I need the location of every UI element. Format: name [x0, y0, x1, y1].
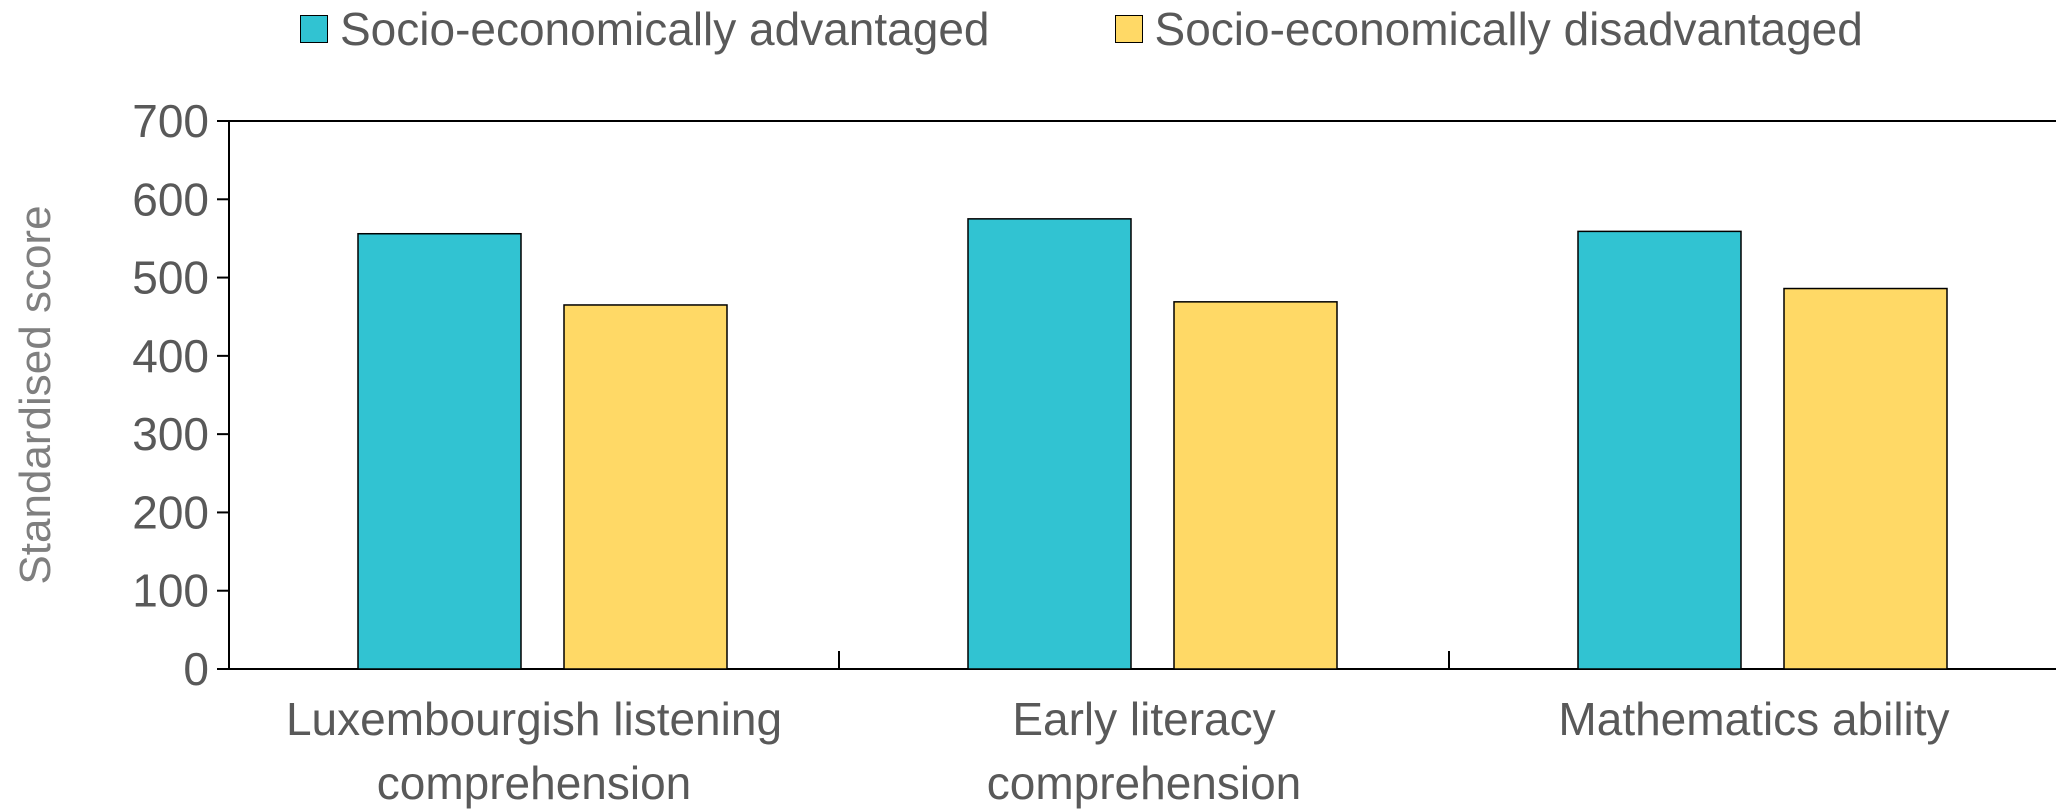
x-category-label: comprehension	[377, 757, 692, 809]
legend-swatch-advantaged	[300, 15, 328, 43]
y-tick-label: 300	[132, 408, 209, 460]
bar-advantaged	[1577, 230, 1742, 670]
x-category-label: Luxembourgish listening	[286, 693, 782, 745]
bar-disadvantaged	[563, 304, 728, 670]
legend-swatch-disadvantaged	[1114, 15, 1143, 43]
bar-disadvantaged	[1173, 301, 1338, 670]
x-category-label: comprehension	[987, 757, 1302, 809]
legend: Socio-economically advantaged Socio-econ…	[300, 2, 1863, 56]
y-tick-label: 0	[183, 643, 209, 695]
legend-item-disadvantaged: Socio-economically disadvantaged	[1114, 2, 1863, 56]
bar-advantaged	[967, 218, 1132, 670]
y-tick-label: 600	[132, 173, 209, 225]
legend-label-advantaged: Socio-economically advantaged	[340, 3, 990, 55]
y-tick-label: 200	[132, 486, 209, 538]
y-tick-label: 700	[132, 95, 209, 147]
y-axis-title: Standardised score	[11, 205, 60, 584]
bar-advantaged	[357, 232, 522, 670]
y-tick-label: 500	[132, 252, 209, 304]
y-tick-label: 400	[132, 330, 209, 382]
legend-item-advantaged: Socio-economically advantaged	[300, 2, 990, 56]
x-category-label: Early literacy	[1012, 693, 1275, 745]
bar-disadvantaged	[1783, 287, 1948, 670]
y-tick-label: 100	[132, 565, 209, 617]
x-category-label: Mathematics ability	[1558, 693, 1949, 745]
legend-label-disadvantaged: Socio-economically disadvantaged	[1154, 3, 1863, 55]
